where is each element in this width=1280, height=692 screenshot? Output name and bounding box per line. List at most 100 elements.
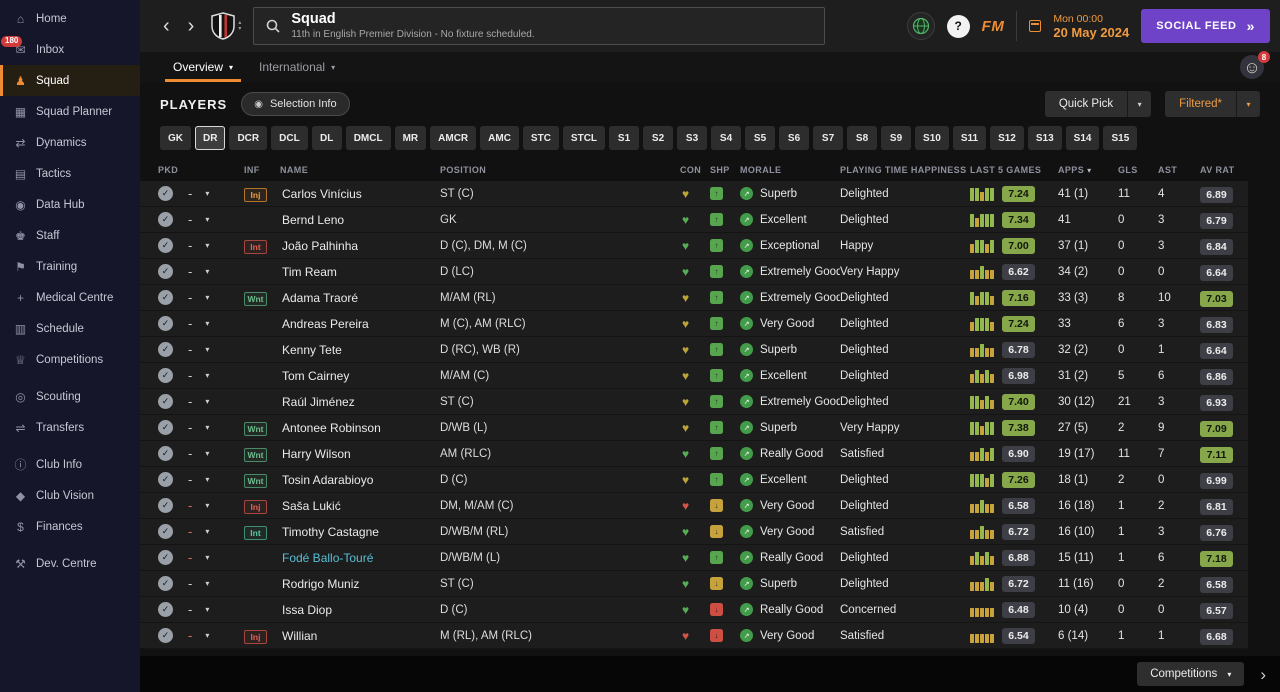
col-header-ast[interactable]: AST [1158,165,1178,175]
position-filter-dl[interactable]: DL [311,126,342,150]
player-row[interactable]: ✓ - ▾ Kenny Tete D (RC), WB (R) ♥ ↑ ↗ Superb Deli… [140,337,1248,363]
position-filter-s12[interactable]: S12 [990,126,1024,150]
sidebar-item-club-info[interactable]: ⓘ Club Info [0,449,140,480]
player-name[interactable]: Timothy Castagne [282,524,379,539]
col-header-position[interactable]: POSITION [440,165,487,175]
quick-pick-button[interactable]: Quick Pick ▾ [1044,91,1152,117]
player-row[interactable]: ✓ - ▾ Wnt Harry Wilson AM (RLC) ♥ ↑ ↗ Really Good… [140,441,1248,467]
col-header-name[interactable]: NAME [280,165,309,175]
sidebar-item-dev-centre[interactable]: ⚒ Dev. Centre [0,548,140,579]
picked-check-icon[interactable]: ✓ [158,524,173,539]
row-dropdown-icon[interactable]: ▾ [205,345,210,354]
col-header-morale[interactable]: MORALE [740,165,782,175]
player-row[interactable]: ✓ - ▾ Wnt Adama Traoré M/AM (RL) ♥ ↑ ↗ Extremely … [140,285,1248,311]
manager-avatar[interactable]: ☺ 8 [1240,51,1270,82]
sidebar-item-home[interactable]: ⌂ Home [0,3,140,34]
position-filter-s8[interactable]: S8 [847,126,878,150]
title-search-box[interactable]: Squad 11th in English Premier Division -… [253,7,826,45]
row-dropdown-icon[interactable]: ▾ [205,189,210,198]
position-filter-dr[interactable]: DR [195,126,226,150]
picked-check-icon[interactable]: ✓ [158,368,173,383]
row-dropdown-icon[interactable]: ▾ [205,501,210,510]
picked-check-icon[interactable]: ✓ [158,498,173,513]
position-filter-s4[interactable]: S4 [711,126,742,150]
sidebar-item-squad-planner[interactable]: ▦ Squad Planner [0,96,140,127]
row-dropdown-icon[interactable]: ▾ [205,319,210,328]
position-filter-s6[interactable]: S6 [779,126,810,150]
player-row[interactable]: ✓ - ▾ Tim Ream D (LC) ♥ ↑ ↗ Extremely Good Very H… [140,259,1248,285]
player-name[interactable]: Bernd Leno [282,212,345,227]
picked-check-icon[interactable]: ✓ [158,576,173,591]
position-filter-s11[interactable]: S11 [952,126,987,150]
position-filter-dcl[interactable]: DCL [271,126,308,150]
position-filter-dcr[interactable]: DCR [229,126,268,150]
position-filter-s1[interactable]: S1 [609,126,640,150]
player-name[interactable]: Willian [282,628,318,643]
position-filter-s14[interactable]: S14 [1065,126,1100,150]
position-filter-s2[interactable]: S2 [643,126,674,150]
player-name[interactable]: Adama Traoré [282,290,359,305]
sidebar-item-dynamics[interactable]: ⇄ Dynamics [0,127,140,158]
position-filter-s9[interactable]: S9 [881,126,912,150]
social-feed-button[interactable]: SOCIAL FEED » [1141,9,1270,43]
picked-check-icon[interactable]: ✓ [158,550,173,565]
position-filter-s13[interactable]: S13 [1027,126,1062,150]
row-dropdown-icon[interactable]: ▾ [205,293,210,302]
row-dropdown-icon[interactable]: ▾ [205,631,210,640]
competitions-button[interactable]: Competitions ▾ [1137,662,1245,686]
position-filter-dmcl[interactable]: DMCL [345,126,391,150]
position-filter-s5[interactable]: S5 [745,126,776,150]
sidebar-item-schedule[interactable]: ▥ Schedule [0,313,140,344]
position-filter-amcr[interactable]: AMCR [430,126,477,150]
player-row[interactable]: ✓ - ▾ Issa Diop D (C) ♥ ↓ ↗ Really Good Concerned… [140,597,1248,623]
page-forward-icon[interactable]: › [1260,664,1266,684]
picked-check-icon[interactable]: ✓ [158,342,173,357]
sidebar-item-medical-centre[interactable]: + Medical Centre [0,282,140,313]
player-name[interactable]: Raúl Jiménez [282,394,355,409]
row-dropdown-icon[interactable]: ▾ [205,579,210,588]
back-button[interactable]: ‹ [163,15,170,37]
col-header-shp[interactable]: SHP [710,165,730,175]
player-row[interactable]: ✓ - ▾ Bernd Leno GK ♥ ↑ ↗ Excellent Delighted 7.34… [140,207,1248,233]
player-name[interactable]: Issa Diop [282,602,333,617]
col-header-happiness[interactable]: PLAYING TIME HAPPINESS [840,165,967,175]
tab-overview[interactable]: Overview ▾ [160,52,246,82]
picked-check-icon[interactable]: ✓ [158,420,173,435]
player-name[interactable]: Harry Wilson [282,446,351,461]
selection-info-dropdown[interactable]: ◉ Selection Info [241,92,350,116]
sidebar-item-training[interactable]: ⚑ Training [0,251,140,282]
player-name[interactable]: Tosin Adarabioyo [282,472,374,487]
club-switcher[interactable]: ▴ ▾ [238,20,241,32]
player-row[interactable]: ✓ - ▾ Raúl Jiménez ST (C) ♥ ↑ ↗ Extremely Good De… [140,389,1248,415]
sidebar-item-inbox[interactable]: ✉ Inbox 180 [0,34,140,65]
picked-check-icon[interactable]: ✓ [158,472,173,487]
position-filter-s3[interactable]: S3 [677,126,708,150]
sidebar-item-transfers[interactable]: ⇌ Transfers [0,412,140,443]
player-name[interactable]: João Palhinha [282,238,359,253]
player-name[interactable]: Fodé Ballo-Touré [282,550,374,565]
player-row[interactable]: ✓ - ▾ Andreas Pereira M (C), AM (RLC) ♥ ↑ ↗ Very… [140,311,1248,337]
picked-check-icon[interactable]: ✓ [158,290,173,305]
col-header-gls[interactable]: GLS [1118,165,1138,175]
sidebar-item-squad[interactable]: ♟ Squad [0,65,140,96]
player-row[interactable]: ✓ - ▾ Wnt Tosin Adarabioyo D (C) ♥ ↑ ↗ Excellent D… [140,467,1248,493]
row-dropdown-icon[interactable]: ▾ [205,527,210,536]
chevron-down-icon[interactable]: ▾ [1236,91,1260,117]
player-name[interactable]: Kenny Tete [282,342,342,357]
col-header-avrat[interactable]: AV RAT [1200,165,1235,175]
col-header-apps[interactable]: APPS ▾ [1058,165,1092,175]
picked-check-icon[interactable]: ✓ [158,238,173,253]
col-header-pkd[interactable]: PKD [158,165,179,175]
sidebar-item-staff[interactable]: ♚ Staff [0,220,140,251]
row-dropdown-icon[interactable]: ▾ [205,371,210,380]
player-row[interactable]: ✓ - ▾ Int João Palhinha D (C), DM, M (C) ♥ ↑ ↗ Ex… [140,233,1248,259]
chevron-down-icon[interactable]: ▾ [1127,91,1152,117]
picked-check-icon[interactable]: ✓ [158,628,173,643]
forward-button[interactable]: › [187,15,195,37]
row-dropdown-icon[interactable]: ▾ [205,605,210,614]
position-filter-s10[interactable]: S10 [915,126,949,150]
sidebar-item-tactics[interactable]: ▤ Tactics [0,158,140,189]
row-dropdown-icon[interactable]: ▾ [205,553,210,562]
position-filter-amc[interactable]: AMC [480,126,519,150]
picked-check-icon[interactable]: ✓ [158,446,173,461]
